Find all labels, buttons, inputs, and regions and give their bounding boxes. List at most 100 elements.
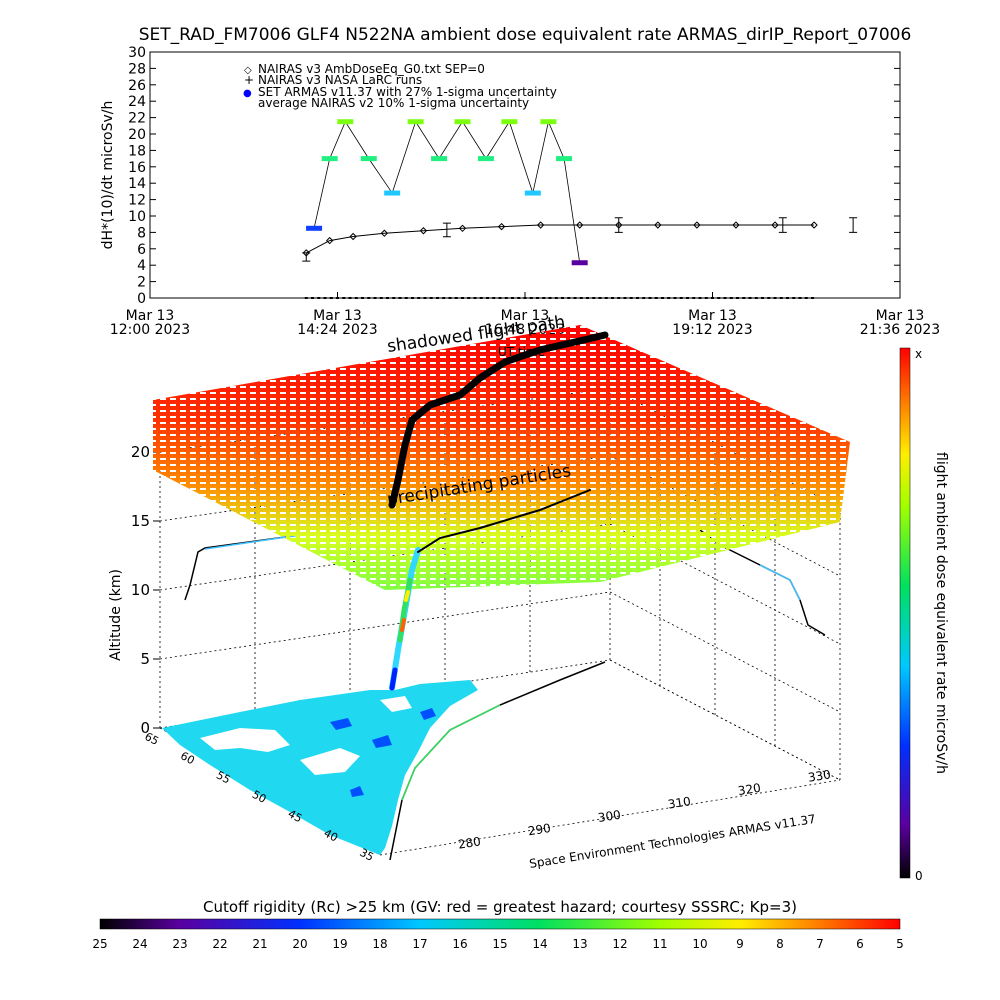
point-nairas-v3 (693, 221, 701, 229)
top-x-tick-line1: Mar 13 (126, 308, 175, 324)
point-set-armas (540, 119, 557, 125)
dose-colorbar-max: x (915, 347, 922, 361)
point-nairas-v3 (497, 222, 506, 231)
point-nairas-v3 (810, 221, 818, 229)
top-y-tick-label: 26 (128, 78, 146, 94)
dose-colorbar: x 0 flight ambient dose equivalent rate … (899, 347, 949, 883)
point-set-armas (337, 119, 354, 125)
top-y-tick-label: 2 (137, 275, 146, 291)
altitude-tick-label: 20 (131, 443, 150, 461)
top-y-tick-label: 20 (128, 127, 146, 143)
rigidity-tick-label: 17 (412, 937, 427, 951)
floor-x-tick-label: 290 (527, 821, 552, 838)
series-nairas-v3-line (306, 224, 815, 254)
errorbar-nairas-v2 (778, 217, 787, 233)
top-legend: ◇ NAIRAS v3 AmbDoseEq_G0.txt SEP=0 + NAI… (243, 62, 557, 110)
top-y-tick-label: 0 (137, 291, 146, 307)
flight-3d-plot: 0 5 10 15 20 Altitude (km) (108, 312, 850, 871)
legend-symbol-set-armas: ● (243, 88, 252, 99)
point-set-armas (431, 156, 448, 162)
rigidity-colorbar: Cutoff rigidity (Rc) >25 km (GV: red = g… (92, 898, 903, 951)
point-nairas-v3 (458, 224, 467, 233)
top-x-tick-line1: Mar 13 (313, 308, 362, 324)
rigidity-tick-label: 5 (896, 937, 904, 951)
top-y-tick-label: 10 (128, 209, 146, 225)
top-y-tick-label: 18 (128, 143, 146, 159)
ground-map-water (200, 696, 412, 775)
floor-y-tick-label: 65 (142, 730, 160, 748)
rigidity-tick-label: 16 (452, 937, 467, 951)
errorbar-nairas-v2 (849, 217, 858, 233)
top-y-tick-label: 30 (128, 45, 146, 61)
errorbar-nairas-v2 (302, 252, 311, 262)
top-x-tick-line2: 14:24 2023 (297, 322, 377, 338)
legend-symbol-nairas-v3: ◇ (244, 65, 252, 76)
flight-path (388, 331, 609, 691)
top-y-tick-label: 14 (128, 176, 146, 192)
top-x-tick-line1: Mar 13 (501, 308, 550, 324)
altitude-tick-label: 10 (131, 581, 150, 599)
rigidity-tick-label: 19 (332, 937, 347, 951)
rigidity-tick-label: 22 (212, 937, 227, 951)
point-set-armas (321, 156, 338, 162)
rigidity-tick-label: 7 (816, 937, 824, 951)
altitude-tick-label: 0 (140, 719, 150, 737)
floor-x-tick-label: 300 (597, 808, 622, 825)
point-nairas-v3 (419, 227, 428, 235)
legend-label-set-armas: SET ARMAS v11.37 with 27% 1-sigma uncert… (258, 85, 557, 99)
top-y-tick-label: 4 (137, 258, 146, 274)
point-nairas-v3 (536, 221, 545, 229)
top-y-tick-label: 8 (137, 225, 146, 241)
legend-symbol-nasa-larc: + (244, 73, 254, 87)
rigidity-tick-label: 8 (776, 937, 784, 951)
dose-colorbar-min: 0 (915, 869, 923, 883)
altitude-tick-label: 15 (131, 512, 150, 530)
rigidity-tick-label: 20 (292, 937, 307, 951)
floor-y-tick-label: 40 (322, 827, 340, 845)
rigidity-colorbar-ticks: 25 24 23 22 21 20 19 18 17 16 15 14 13 12 11 10 9 8 7 6 5 (92, 937, 903, 951)
altitude-axis-label: Altitude (km) (108, 569, 124, 661)
top-y-axis-label: dH*(10)/dt microSv/h (100, 101, 116, 250)
altitude-ticks: 0 5 10 15 20 (131, 443, 160, 737)
point-nairas-v3 (771, 221, 779, 229)
rigidity-tick-label: 10 (692, 937, 707, 951)
top-x-tick-line1: Mar 13 (876, 308, 925, 324)
errorbar-nairas-v2 (442, 222, 451, 238)
legend-label-nairas-v3: NAIRAS v3 AmbDoseEq_G0.txt SEP=0 (258, 62, 485, 76)
floor-y-tick-label: 55 (214, 769, 232, 787)
floor-x-ticks: 280 290 300 310 320 330 (457, 767, 832, 851)
rigidity-tick-label: 9 (736, 937, 744, 951)
point-set-armas (501, 119, 518, 125)
floor-x-tick-label: 330 (807, 767, 832, 784)
top-y-tick-label: 24 (128, 94, 146, 110)
annotation-ut-time: UT time (498, 345, 545, 359)
rigidity-tick-label: 21 (252, 937, 267, 951)
rigidity-tick-label: 18 (372, 937, 387, 951)
errorbar-nairas-v2 (614, 217, 623, 233)
top-y-tick-label: 28 (128, 61, 146, 77)
point-nairas-v3 (575, 221, 584, 229)
dose-colorbar-gradient (899, 347, 911, 879)
rigidity-colorbar-label: Cutoff rigidity (Rc) >25 km (GV: red = g… (203, 898, 797, 916)
rigidity-tick-label: 14 (532, 937, 547, 951)
top-y-tick-label: 12 (128, 193, 146, 209)
rigidity-tick-label: 15 (492, 937, 507, 951)
point-nairas-v3 (380, 229, 389, 237)
legend-label-nasa-larc: NAIRAS v3 NASA LaRC runs (258, 73, 422, 87)
series-set-armas-line (313, 120, 581, 263)
rigidity-tick-label: 25 (92, 937, 107, 951)
point-nairas-v3 (349, 232, 357, 241)
point-set-armas (360, 156, 377, 162)
rigidity-tick-label: 13 (572, 937, 587, 951)
altitude-tick-label: 5 (140, 650, 150, 668)
floor-y-ticks: 35 40 45 50 55 60 65 (142, 730, 375, 864)
legend-label-nairas-v2: average NAIRAS v2 10% 1-sigma uncertaint… (258, 96, 529, 110)
rigidity-tick-label: 12 (612, 937, 627, 951)
credit-text: Space Environment Technologies ARMAS v11… (528, 812, 816, 871)
point-set-armas (556, 156, 573, 162)
rigidity-tick-label: 11 (652, 937, 667, 951)
